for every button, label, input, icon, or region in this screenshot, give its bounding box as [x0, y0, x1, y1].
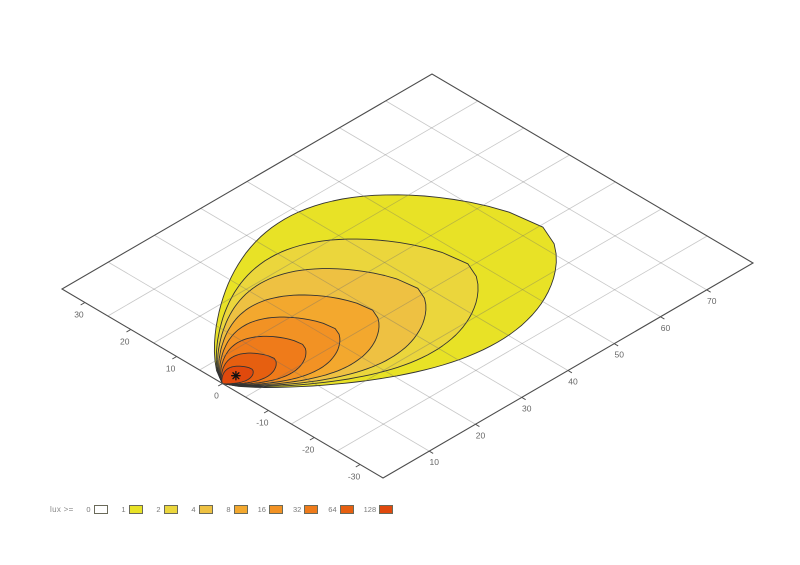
grid-line-u60 [339, 127, 661, 318]
legend-item-label: 2 [156, 504, 161, 514]
legend-items: 0 1 2 4 8 16 32 64 128 [83, 504, 404, 514]
grid-line-u70 [385, 100, 707, 291]
grid-line-u10 [108, 261, 430, 452]
u-axis-tick-label-30: 30 [522, 403, 532, 413]
legend-swatch [268, 504, 283, 514]
grid-line-u20 [154, 234, 476, 425]
legend-item-0: 0 [83, 504, 108, 514]
u-axis-tick-20 [475, 423, 480, 427]
legend-item-16: 16 [257, 504, 283, 514]
plot-border [60, 73, 755, 479]
grid-line-v5 [199, 154, 570, 371]
v-axis-tick--30 [355, 464, 361, 468]
legend-item-32: 32 [292, 504, 319, 514]
legend-item-1: 1 [118, 504, 143, 514]
legend-item-2: 2 [153, 504, 178, 514]
lux-legend: lux >= 0 1 2 4 8 16 32 64 128 [50, 501, 403, 517]
legend-swatch [128, 504, 143, 514]
legend-item-128: 128 [363, 504, 394, 514]
u-axis-tick-label-70: 70 [707, 296, 717, 306]
source-asterisk-marker [232, 372, 240, 380]
u-axis-tick-label-40: 40 [568, 377, 578, 387]
v-axis-tick-label-10: 10 [166, 364, 176, 374]
grid-line-v-25 [336, 235, 708, 452]
grid-line-v15 [153, 127, 524, 344]
u-axis-tick-40 [567, 370, 573, 374]
v-axis-tick-label--10: -10 [256, 418, 269, 428]
v-axis-tick--20 [309, 437, 315, 441]
v-axis-tick-10 [172, 356, 177, 360]
legend-swatch [93, 504, 108, 514]
legend-swatch [233, 504, 248, 514]
v-axis-tick-label-30: 30 [74, 310, 84, 320]
u-axis-tick-10 [428, 450, 434, 454]
grid-line-v-5 [245, 181, 616, 398]
legend-item-label: 4 [191, 504, 196, 514]
u-axis-tick-30 [521, 396, 526, 401]
legend-item-4: 4 [188, 504, 213, 514]
grid-line-u30 [200, 208, 522, 398]
legend-item-label: 16 [257, 504, 266, 514]
legend-item-label: 64 [328, 504, 337, 514]
legend-swatch [379, 504, 394, 514]
v-axis-tick-label--30: -30 [348, 472, 361, 482]
v-axis-tick-label-20: 20 [120, 337, 130, 347]
v-axis-tick--10 [263, 410, 269, 414]
legend-item-8: 8 [223, 504, 248, 514]
legend-title: lux >= [50, 504, 74, 514]
u-axis-tick-50 [613, 343, 619, 347]
v-axis-tick-20 [126, 329, 132, 333]
u-axis-tick-label-60: 60 [661, 323, 671, 333]
legend-item-64: 64 [328, 504, 354, 514]
contour-band-128 [221, 365, 254, 385]
legend-swatch [198, 504, 213, 514]
u-axis-tick-label-10: 10 [430, 457, 440, 467]
u-axis-tick-60 [660, 316, 665, 320]
legend-swatch [339, 504, 354, 514]
grid-line-v-15 [291, 208, 662, 425]
legend-item-label: 32 [292, 504, 302, 514]
legend-item-label: 128 [363, 504, 377, 514]
v-axis-tick-0 [217, 383, 223, 387]
legend-item-label: 8 [226, 504, 231, 514]
u-axis-tick-label-50: 50 [615, 350, 625, 360]
legend-item-label: 1 [121, 504, 126, 514]
grid-line-u40 [246, 181, 569, 371]
legend-swatch [304, 504, 319, 514]
u-axis-tick-label-20: 20 [476, 430, 486, 440]
v-axis-tick-30 [80, 302, 86, 306]
legend-item-label: 0 [86, 504, 91, 514]
v-axis-tick-label--20: -20 [302, 445, 315, 455]
grid-line-v25 [107, 100, 479, 317]
u-axis-tick-70 [706, 289, 711, 293]
v-axis-tick-label-0: 0 [214, 391, 219, 401]
legend-swatch [163, 504, 178, 514]
grid-line-u50 [293, 154, 615, 344]
